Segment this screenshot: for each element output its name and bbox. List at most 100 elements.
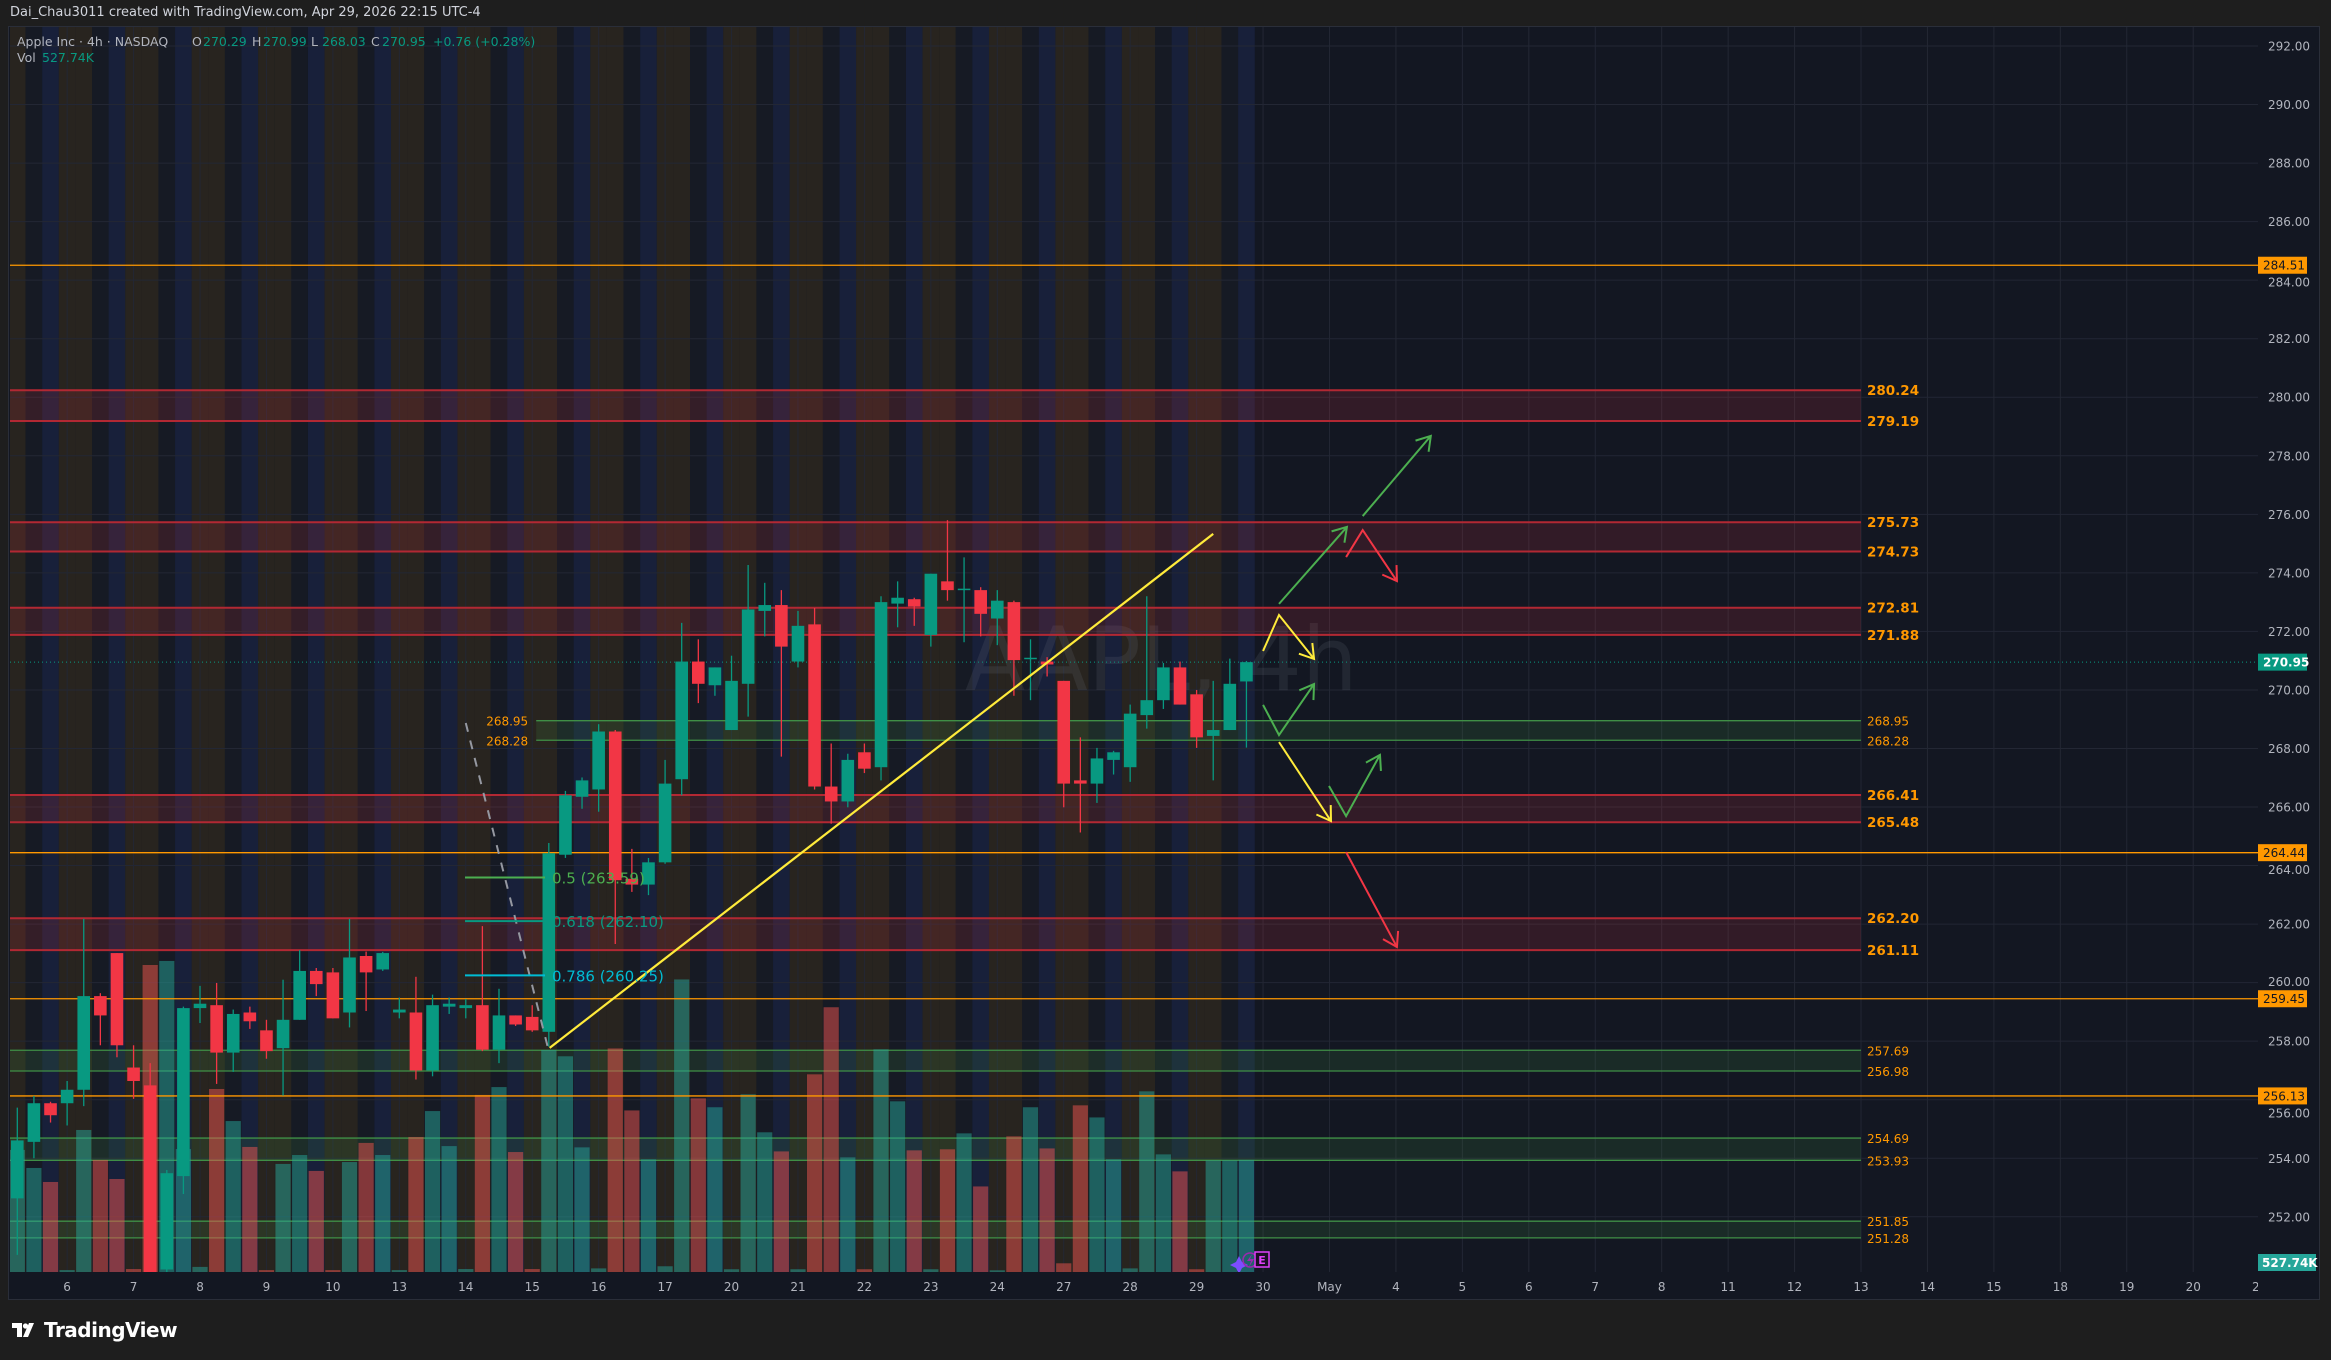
resistance-zone[interactable]: 275.73 274.73 bbox=[10, 515, 1919, 560]
candle[interactable] bbox=[459, 999, 473, 1019]
volume-bar[interactable] bbox=[657, 1266, 673, 1272]
candle[interactable] bbox=[127, 1045, 140, 1099]
candle[interactable] bbox=[426, 994, 439, 1077]
candle[interactable] bbox=[11, 1107, 24, 1255]
projection-arrow[interactable] bbox=[1262, 613, 1316, 661]
candle[interactable] bbox=[376, 951, 390, 971]
volume-bar[interactable] bbox=[1056, 1263, 1072, 1272]
candle[interactable] bbox=[1240, 660, 1253, 748]
candle[interactable] bbox=[492, 988, 506, 1064]
volume-bar[interactable] bbox=[624, 1110, 640, 1272]
candle[interactable] bbox=[309, 968, 323, 997]
volume-bar[interactable] bbox=[192, 1266, 208, 1272]
volume-bar[interactable] bbox=[508, 1152, 524, 1272]
candle[interactable] bbox=[1090, 747, 1104, 803]
volume-bar[interactable] bbox=[474, 1094, 490, 1272]
candle[interactable] bbox=[1057, 680, 1071, 808]
candle[interactable] bbox=[60, 1080, 74, 1126]
candle[interactable] bbox=[160, 1169, 174, 1281]
projection-arrow[interactable] bbox=[1278, 525, 1349, 605]
candle[interactable] bbox=[907, 597, 921, 626]
candle[interactable] bbox=[359, 951, 373, 1012]
resistance-zone[interactable]: 280.24 279.19 bbox=[10, 383, 1919, 430]
volume-bar[interactable] bbox=[757, 1132, 773, 1272]
candle[interactable] bbox=[957, 557, 971, 643]
volume-bar[interactable] bbox=[59, 1270, 75, 1272]
candle[interactable] bbox=[758, 582, 772, 637]
candle[interactable] bbox=[675, 622, 688, 796]
candle[interactable] bbox=[293, 950, 306, 1020]
volume-bar[interactable] bbox=[375, 1155, 391, 1272]
volume-bar[interactable] bbox=[723, 1269, 740, 1272]
volume-bar[interactable] bbox=[42, 1181, 59, 1272]
volume-bar[interactable] bbox=[557, 1056, 574, 1272]
volume-bar[interactable] bbox=[308, 1170, 324, 1272]
resistance-zone[interactable]: 262.20 261.11 bbox=[10, 911, 1919, 959]
candle[interactable] bbox=[326, 968, 340, 1019]
volume-bar[interactable] bbox=[840, 1157, 856, 1272]
projection-arrow[interactable] bbox=[1361, 434, 1433, 517]
candle[interactable] bbox=[1024, 639, 1037, 701]
candle[interactable] bbox=[625, 848, 639, 892]
candle[interactable] bbox=[874, 596, 888, 781]
volume-bar[interactable] bbox=[358, 1142, 374, 1272]
candle[interactable] bbox=[642, 857, 655, 896]
volume-bar[interactable] bbox=[856, 1269, 873, 1272]
volume-bar[interactable] bbox=[524, 1269, 540, 1272]
volume-bar[interactable] bbox=[707, 1107, 723, 1272]
candle[interactable] bbox=[1190, 689, 1203, 748]
volume-bar[interactable] bbox=[209, 1088, 225, 1272]
volume-bar[interactable] bbox=[1238, 1159, 1255, 1272]
volume-bar[interactable] bbox=[674, 979, 690, 1272]
support-zone[interactable]: 254.69 253.93 bbox=[10, 1132, 1909, 1168]
volume-bar[interactable] bbox=[424, 1111, 441, 1272]
candle[interactable] bbox=[791, 610, 805, 668]
volume-bar[interactable] bbox=[1105, 1159, 1122, 1272]
volume-bar[interactable] bbox=[806, 1074, 823, 1272]
candle[interactable] bbox=[210, 982, 223, 1084]
volume-bar[interactable] bbox=[740, 1094, 756, 1272]
volume-bar[interactable] bbox=[491, 1087, 507, 1272]
volume-bar[interactable] bbox=[458, 1269, 474, 1272]
sparkle-icon[interactable] bbox=[1230, 1256, 1248, 1274]
candle[interactable] bbox=[226, 1009, 240, 1072]
candle[interactable] bbox=[193, 985, 207, 1024]
candle[interactable] bbox=[1074, 737, 1087, 833]
candle[interactable] bbox=[1223, 658, 1237, 731]
projection-arrow[interactable] bbox=[1345, 528, 1398, 583]
volume-bar[interactable] bbox=[890, 1101, 906, 1272]
candle[interactable] bbox=[1173, 661, 1187, 705]
candle[interactable] bbox=[542, 843, 556, 1047]
candle[interactable] bbox=[608, 730, 622, 945]
candle[interactable] bbox=[725, 655, 738, 731]
trendline[interactable] bbox=[548, 533, 1214, 1049]
volume-bar[interactable] bbox=[607, 1048, 623, 1272]
candle[interactable] bbox=[708, 667, 722, 696]
candle[interactable] bbox=[592, 724, 605, 812]
tradingview-footer[interactable]: TradingView bbox=[12, 1318, 178, 1342]
volume-bar[interactable] bbox=[275, 1163, 291, 1272]
volume-bar[interactable] bbox=[640, 1159, 657, 1272]
volume-bar[interactable] bbox=[292, 1155, 308, 1272]
volume-bar[interactable] bbox=[956, 1133, 972, 1272]
volume-bar[interactable] bbox=[76, 1129, 92, 1272]
projection-arrow[interactable] bbox=[1345, 851, 1400, 949]
volume-bar[interactable] bbox=[906, 1150, 922, 1272]
candle[interactable] bbox=[77, 918, 91, 1107]
candle[interactable] bbox=[243, 1006, 257, 1029]
time-axis[interactable]: 6 7 8 9 10 13 14 15 16 17 20 21 22 23 24 27 28 29 30 May 4 5 6… bbox=[10, 1272, 2319, 1299]
volume-bar[interactable] bbox=[325, 1270, 341, 1272]
candle[interactable] bbox=[559, 790, 572, 858]
chart-events[interactable]: E bbox=[1230, 1251, 1270, 1274]
candle[interactable] bbox=[858, 743, 871, 774]
candle[interactable] bbox=[1107, 750, 1120, 775]
resistance-zone[interactable]: 266.41 265.48 bbox=[10, 788, 1919, 831]
candle[interactable] bbox=[1140, 596, 1154, 729]
volume-bar[interactable] bbox=[1139, 1091, 1155, 1272]
candle[interactable] bbox=[658, 759, 672, 864]
candle[interactable] bbox=[276, 979, 290, 1096]
volume-bar[interactable] bbox=[1072, 1105, 1088, 1272]
volume-bar[interactable] bbox=[1039, 1148, 1055, 1272]
volume-bar[interactable] bbox=[541, 1049, 557, 1272]
